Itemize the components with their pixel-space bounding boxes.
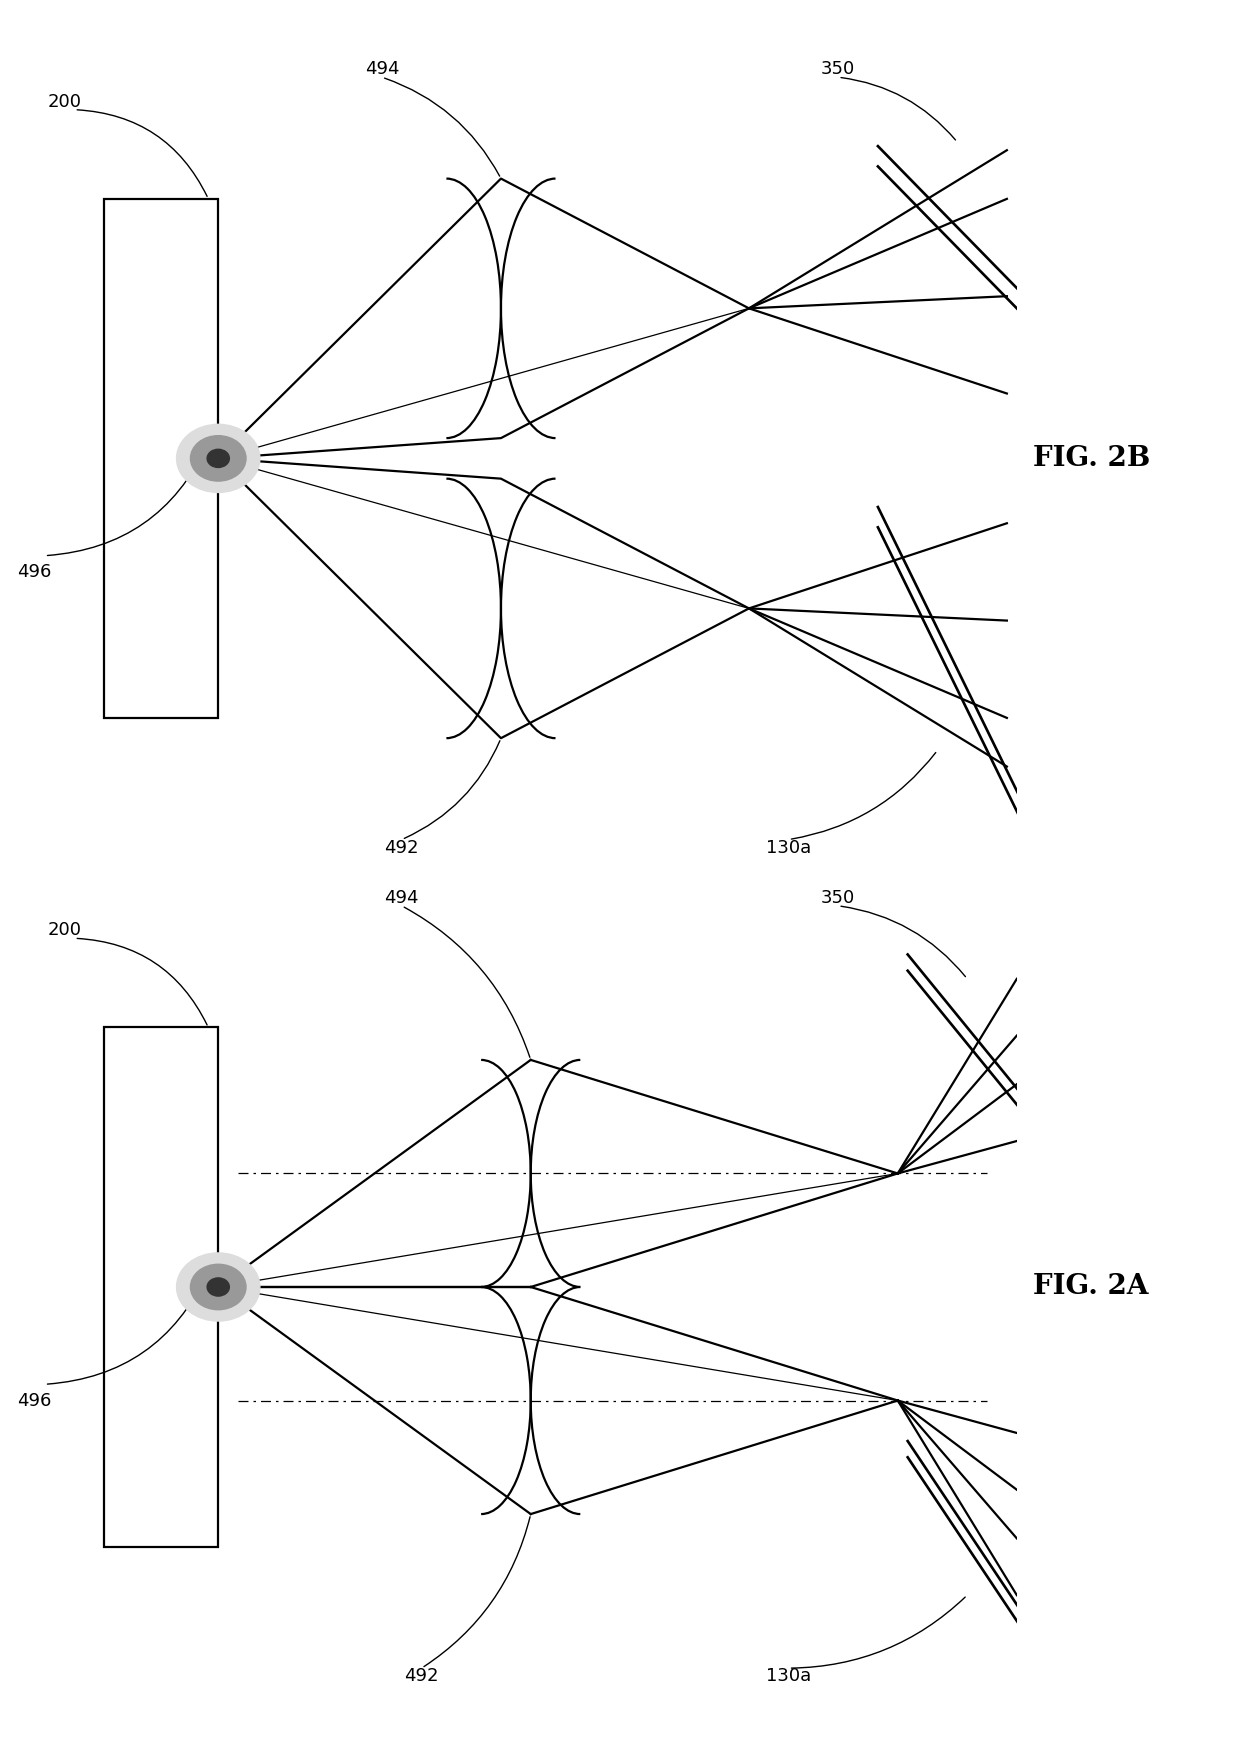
Text: 350: 350 xyxy=(821,60,856,78)
Text: FIG. 2A: FIG. 2A xyxy=(1033,1273,1149,1301)
Text: 130a: 130a xyxy=(766,839,811,857)
Circle shape xyxy=(207,450,229,467)
Circle shape xyxy=(191,435,246,481)
Text: 130a: 130a xyxy=(766,1668,811,1685)
Text: 200: 200 xyxy=(47,92,82,111)
Text: 200: 200 xyxy=(47,920,82,940)
Circle shape xyxy=(176,425,260,492)
Circle shape xyxy=(176,1253,260,1320)
Text: 350: 350 xyxy=(821,889,856,906)
Circle shape xyxy=(191,1264,246,1310)
Bar xyxy=(104,1028,218,1546)
Text: 496: 496 xyxy=(17,1391,52,1410)
Text: FIG. 2B: FIG. 2B xyxy=(1033,444,1149,472)
Circle shape xyxy=(207,1278,229,1296)
Bar xyxy=(104,199,218,718)
Text: 494: 494 xyxy=(365,60,399,78)
Text: 492: 492 xyxy=(384,839,419,857)
Text: 496: 496 xyxy=(17,562,52,582)
Text: 492: 492 xyxy=(404,1668,439,1685)
Text: 494: 494 xyxy=(384,889,419,906)
